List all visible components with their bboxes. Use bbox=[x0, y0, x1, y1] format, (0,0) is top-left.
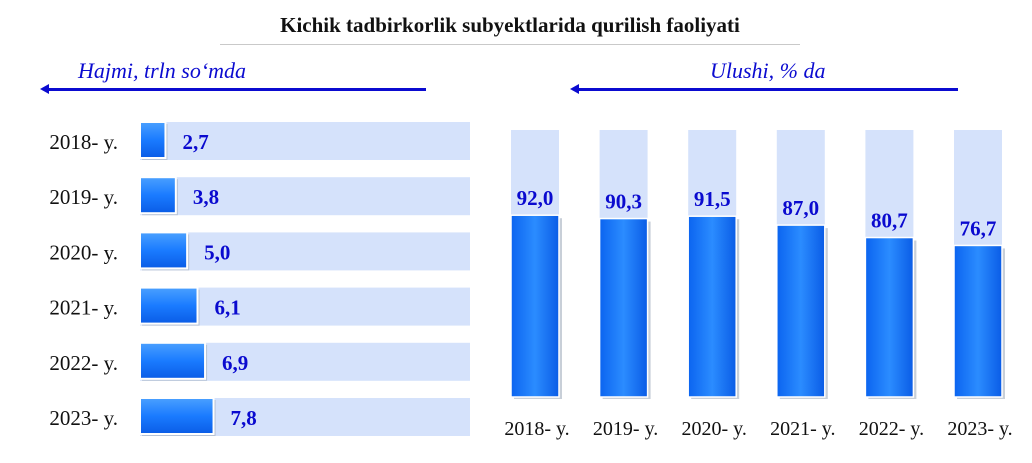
category-label: 2023- y. bbox=[49, 406, 118, 430]
data-label: 80,7 bbox=[871, 209, 908, 233]
bar bbox=[139, 176, 177, 215]
title-divider bbox=[220, 44, 800, 45]
bar bbox=[510, 214, 560, 398]
data-label: 90,3 bbox=[605, 190, 642, 214]
category-label: 2018- y. bbox=[49, 130, 118, 154]
category-label: 2019- y. bbox=[593, 418, 658, 440]
left-arrow-icon bbox=[40, 84, 426, 94]
left-chart-subtitle: Hajmi, trln so‘mda bbox=[78, 58, 247, 83]
bar bbox=[598, 217, 649, 398]
category-label: 2020- y. bbox=[682, 418, 747, 440]
right-arrow-icon bbox=[570, 84, 958, 94]
data-label: 6,9 bbox=[222, 351, 248, 375]
data-label: 91,5 bbox=[694, 187, 731, 211]
data-label: 92,0 bbox=[517, 186, 554, 210]
bar bbox=[139, 121, 167, 159]
bar bbox=[953, 244, 1003, 398]
data-label: 5,0 bbox=[204, 240, 230, 264]
bar bbox=[139, 286, 199, 325]
category-label: 2022- y. bbox=[49, 351, 118, 375]
category-label: 2021- y. bbox=[49, 296, 118, 320]
data-label: 7,8 bbox=[231, 406, 257, 430]
horizontal-bar-chart: 2018- y. 2,7 2019- y. 3,8 2020- y. 5,0 2021- y… bbox=[49, 121, 470, 436]
bar bbox=[687, 215, 737, 398]
category-label: 2020- y. bbox=[49, 240, 118, 264]
bar bbox=[139, 397, 215, 435]
bar-track bbox=[140, 232, 470, 271]
bar-track bbox=[140, 122, 470, 160]
data-label: 2,7 bbox=[182, 130, 208, 154]
right-chart-subtitle: Ulushi, % da bbox=[710, 58, 826, 83]
bar-track bbox=[140, 177, 470, 216]
bar bbox=[776, 224, 826, 398]
bar bbox=[139, 341, 207, 380]
page-title: Kichik tadbirkorlik subyektlarida qurili… bbox=[280, 13, 740, 37]
bar bbox=[864, 236, 915, 398]
category-label: 2019- y. bbox=[49, 185, 118, 209]
category-label: 2022- y. bbox=[859, 418, 924, 440]
category-label: 2018- y. bbox=[504, 418, 569, 440]
data-label: 3,8 bbox=[193, 185, 219, 209]
data-label: 6,1 bbox=[215, 296, 241, 320]
category-label: 2021- y. bbox=[770, 418, 835, 440]
data-label: 76,7 bbox=[960, 216, 997, 240]
data-label: 87,0 bbox=[782, 196, 819, 220]
bar bbox=[139, 231, 189, 270]
vertical-bar-chart: 92,0 2018- y. 90,3 2019- y. 91,5 2020- y. 87,0… bbox=[504, 130, 1013, 440]
category-label: 2023- y. bbox=[947, 418, 1012, 440]
